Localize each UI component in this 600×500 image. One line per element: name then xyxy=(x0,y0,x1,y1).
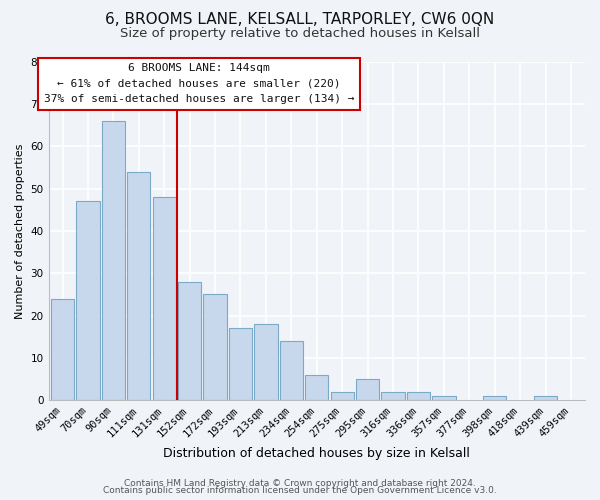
Bar xyxy=(407,392,430,400)
Bar xyxy=(101,121,125,400)
Bar xyxy=(305,375,328,400)
Bar xyxy=(127,172,151,400)
Bar xyxy=(203,294,227,400)
Bar xyxy=(382,392,405,400)
Text: Size of property relative to detached houses in Kelsall: Size of property relative to detached ho… xyxy=(120,28,480,40)
Bar xyxy=(483,396,506,400)
Bar xyxy=(534,396,557,400)
Bar xyxy=(331,392,354,400)
Text: 6, BROOMS LANE, KELSALL, TARPORLEY, CW6 0QN: 6, BROOMS LANE, KELSALL, TARPORLEY, CW6 … xyxy=(106,12,494,28)
Bar xyxy=(432,396,455,400)
Bar xyxy=(152,197,176,400)
Bar xyxy=(51,298,74,400)
Bar xyxy=(229,328,252,400)
Text: Contains HM Land Registry data © Crown copyright and database right 2024.: Contains HM Land Registry data © Crown c… xyxy=(124,478,476,488)
X-axis label: Distribution of detached houses by size in Kelsall: Distribution of detached houses by size … xyxy=(163,447,470,460)
Y-axis label: Number of detached properties: Number of detached properties xyxy=(15,143,25,318)
Bar xyxy=(356,379,379,400)
Bar xyxy=(280,341,303,400)
Text: Contains public sector information licensed under the Open Government Licence v3: Contains public sector information licen… xyxy=(103,486,497,495)
Bar xyxy=(178,282,202,400)
Bar xyxy=(254,324,278,400)
Bar xyxy=(76,201,100,400)
Text: 6 BROOMS LANE: 144sqm
← 61% of detached houses are smaller (220)
37% of semi-det: 6 BROOMS LANE: 144sqm ← 61% of detached … xyxy=(44,63,354,104)
